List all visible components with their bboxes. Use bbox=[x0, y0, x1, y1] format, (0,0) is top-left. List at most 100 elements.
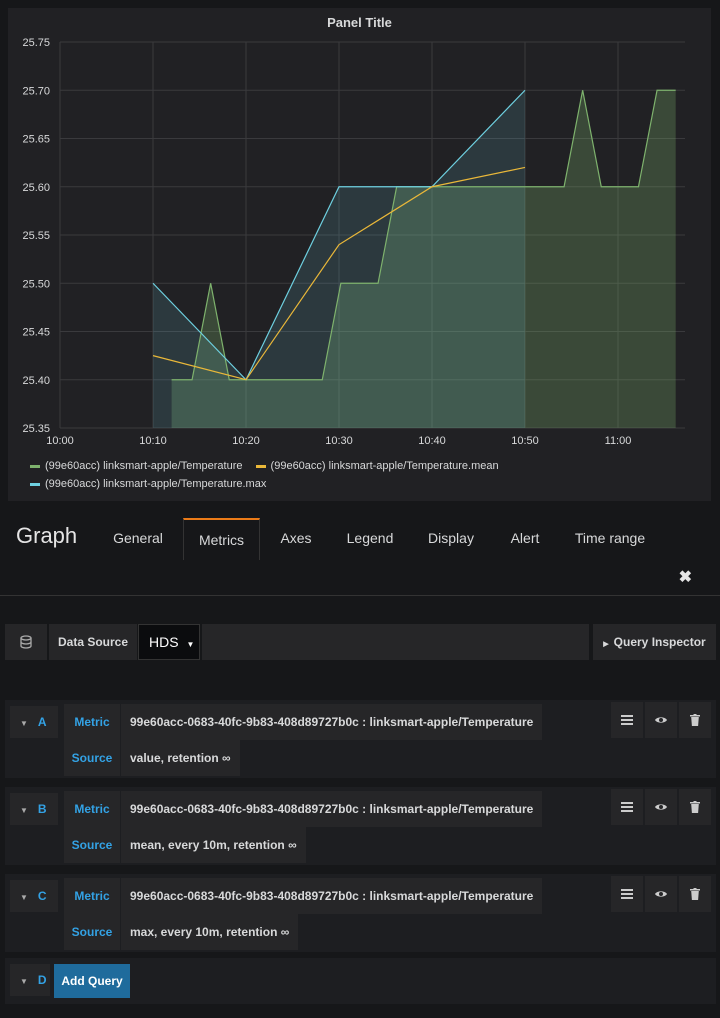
metric-label-a: Metric bbox=[64, 704, 120, 740]
metric-value-c[interactable]: 99e60acc-0683-40fc-9b83-408d89727b0c : l… bbox=[121, 878, 543, 914]
delete-button-a[interactable] bbox=[679, 702, 711, 738]
query-letter-b: B bbox=[37, 802, 47, 816]
tab-alert[interactable]: Alert bbox=[510, 530, 540, 546]
datasource-spacer bbox=[202, 624, 589, 660]
legend-label-temperature-mean: (99e60acc) linksmart-apple/Temperature.m… bbox=[270, 460, 499, 472]
delete-button-c[interactable] bbox=[679, 876, 711, 912]
eye-icon bbox=[655, 891, 667, 897]
y-tick-label: 25.70 bbox=[22, 85, 50, 97]
hamburger-icon bbox=[621, 802, 633, 812]
query-toggle-c[interactable]: ▼ C bbox=[10, 880, 58, 912]
menu-button-c[interactable] bbox=[611, 876, 643, 912]
query-row-b: ▼ B Metric 99e60acc-0683-40fc-9b83-408d89… bbox=[5, 787, 716, 865]
editor-title: Graph bbox=[16, 523, 78, 548]
menu-button-b[interactable] bbox=[611, 789, 643, 825]
eye-icon bbox=[655, 717, 667, 723]
query-letter-a: A bbox=[37, 715, 47, 729]
source-value-c[interactable]: max, every 10m, retention ∞ bbox=[121, 914, 299, 950]
chevron-down-icon: ▼ bbox=[186, 640, 195, 649]
hamburger-icon bbox=[621, 715, 633, 725]
caret-down-icon: ▼ bbox=[20, 719, 28, 728]
legend-swatch-temperature-max bbox=[30, 483, 40, 486]
metric-value-a[interactable]: 99e60acc-0683-40fc-9b83-408d89727b0c : l… bbox=[121, 704, 543, 740]
toggle-visibility-button-c[interactable] bbox=[645, 876, 677, 912]
x-tick-label: 10:40 bbox=[418, 435, 446, 447]
x-tick-label: 10:30 bbox=[325, 435, 353, 447]
graph-panel: 25.75 25.70 25.65 25.60 25.55 25.50 25.45 25.40… bbox=[8, 8, 711, 501]
y-tick-label: 25.55 bbox=[22, 230, 50, 242]
y-tick-label: 25.45 bbox=[22, 327, 50, 339]
series-area-2 bbox=[153, 90, 525, 428]
caret-down-icon: ▼ bbox=[20, 977, 28, 986]
x-tick-label: 11:00 bbox=[605, 435, 632, 447]
delete-button-b[interactable] bbox=[679, 789, 711, 825]
trash-icon bbox=[690, 801, 700, 813]
caret-down-icon: ▼ bbox=[20, 893, 28, 902]
metric-label-c: Metric bbox=[64, 878, 120, 914]
y-tick-label: 25.35 bbox=[22, 423, 50, 435]
source-label-a: Source bbox=[64, 740, 120, 776]
query-letter-c: C bbox=[37, 889, 47, 903]
tab-axes[interactable]: Axes bbox=[280, 530, 312, 546]
datasource-label: Data Source bbox=[49, 624, 137, 660]
datasource-row: Data Source HDS ▼ ▶ Query Inspector bbox=[5, 624, 716, 660]
y-tick-label: 25.50 bbox=[22, 278, 50, 290]
trash-icon bbox=[690, 714, 700, 726]
panel-title[interactable]: Panel Title bbox=[327, 15, 392, 30]
toggle-visibility-button-a[interactable] bbox=[645, 702, 677, 738]
database-icon bbox=[5, 624, 47, 660]
query-toggle-a[interactable]: ▼ A bbox=[10, 706, 58, 738]
editor-header: Graph General Metrics Axes Legend Displa… bbox=[0, 510, 720, 560]
legend-item-temperature-mean[interactable]: (99e60acc) linksmart-apple/Temperature.m… bbox=[255, 458, 499, 475]
menu-button-a[interactable] bbox=[611, 702, 643, 738]
query-row-c: ▼ C Metric 99e60acc-0683-40fc-9b83-408d89… bbox=[5, 874, 716, 952]
source-label-b: Source bbox=[64, 827, 120, 863]
query-letter-d: D bbox=[37, 973, 47, 987]
datasource-value: HDS bbox=[149, 634, 179, 650]
metric-value-b[interactable]: 99e60acc-0683-40fc-9b83-408d89727b0c : l… bbox=[121, 791, 543, 827]
caret-down-icon: ▼ bbox=[20, 806, 28, 815]
y-tick-label: 25.60 bbox=[22, 182, 50, 194]
query-row-a: ▼ A Metric 99e60acc-0683-40fc-9b83-408d89… bbox=[5, 700, 716, 778]
query-inspector-label: Query Inspector bbox=[613, 635, 706, 649]
y-tick-label: 25.65 bbox=[22, 134, 50, 146]
source-value-a[interactable]: value, retention ∞ bbox=[121, 740, 240, 776]
x-tick-label: 10:00 bbox=[46, 435, 74, 447]
divider bbox=[0, 595, 720, 596]
source-value-b[interactable]: mean, every 10m, retention ∞ bbox=[121, 827, 306, 863]
query-row-d: ▼ D Add Query bbox=[5, 958, 716, 1004]
metric-label-b: Metric bbox=[64, 791, 120, 827]
query-inspector-button[interactable]: ▶ Query Inspector bbox=[593, 624, 716, 660]
legend-label-temperature-max: (99e60acc) linksmart-apple/Temperature.m… bbox=[45, 478, 267, 490]
tab-general[interactable]: General bbox=[113, 530, 163, 546]
tab-time-range[interactable]: Time range bbox=[574, 530, 646, 546]
source-label-c: Source bbox=[64, 914, 120, 950]
y-tick-label: 25.75 bbox=[22, 37, 50, 49]
tab-metrics[interactable]: Metrics bbox=[183, 518, 260, 560]
eye-icon bbox=[655, 804, 667, 810]
hamburger-icon bbox=[621, 889, 633, 899]
x-tick-label: 10:50 bbox=[511, 435, 539, 447]
query-toggle-d[interactable]: ▼ D bbox=[10, 964, 50, 996]
tab-legend[interactable]: Legend bbox=[346, 530, 394, 546]
legend-item-temperature-max[interactable]: (99e60acc) linksmart-apple/Temperature.m… bbox=[30, 476, 266, 493]
x-tick-label: 10:10 bbox=[139, 435, 167, 447]
series-line-0 bbox=[171, 89, 676, 381]
toggle-visibility-button-b[interactable] bbox=[645, 789, 677, 825]
legend-label-temperature: (99e60acc) linksmart-apple/Temperature bbox=[45, 460, 243, 472]
add-query-button[interactable]: Add Query bbox=[54, 964, 130, 998]
series-line-1 bbox=[152, 166, 526, 381]
y-tick-label: 25.40 bbox=[22, 375, 50, 387]
x-tick-label: 10:20 bbox=[232, 435, 260, 447]
series-line-2 bbox=[152, 89, 526, 381]
datasource-select[interactable]: HDS ▼ bbox=[138, 624, 200, 660]
series-area-0 bbox=[171, 90, 676, 428]
legend-item-temperature[interactable]: (99e60acc) linksmart-apple/Temperature bbox=[30, 458, 242, 475]
trash-icon bbox=[690, 888, 700, 900]
legend-swatch-temperature bbox=[30, 465, 40, 468]
tab-display[interactable]: Display bbox=[428, 530, 474, 546]
caret-right-icon: ▶ bbox=[603, 641, 609, 648]
legend: (99e60acc) linksmart-apple/Temperature (… bbox=[30, 457, 509, 493]
close-icon[interactable]: ✖ bbox=[678, 569, 692, 586]
query-toggle-b[interactable]: ▼ B bbox=[10, 793, 58, 825]
